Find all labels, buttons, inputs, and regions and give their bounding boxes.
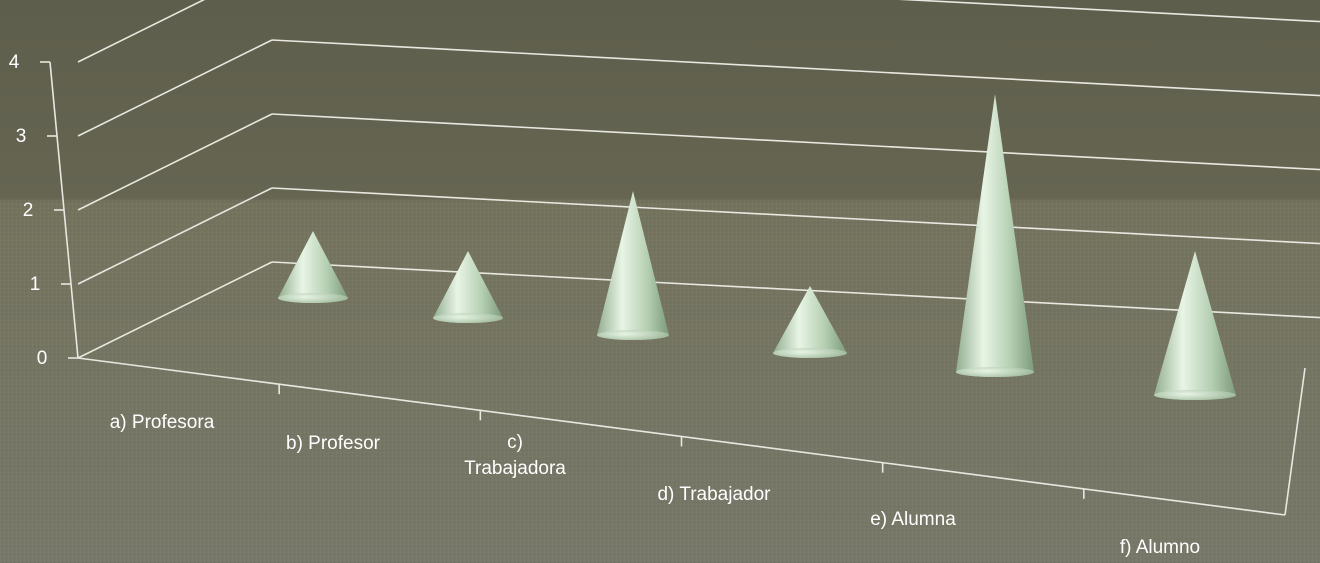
y-tick-label-4: 4 (9, 52, 20, 73)
label-layer: 0 1 2 3 4 a) Profesora b) Profesor c) Trabajador… (9, 52, 1200, 558)
gridline-left-2 (77, 113, 273, 211)
x-category-label-5: f) Alumno (1120, 537, 1200, 558)
y-tick-label-0: 0 (37, 348, 48, 369)
cone-body-3 (773, 286, 847, 358)
cone-body-2 (597, 191, 669, 340)
cone-base-3 (773, 348, 847, 358)
cone-0 (278, 231, 348, 303)
gridline-back-4 (898, 0, 1320, 23)
gridline-back-0 (271, 261, 1320, 319)
cone-body-1 (433, 251, 503, 323)
cone-body-0 (278, 231, 348, 303)
cone-4 (956, 94, 1034, 377)
gridline-back-2 (271, 113, 1320, 171)
gridline-back-3 (271, 39, 1320, 97)
y-tick-label-1: 1 (30, 274, 41, 295)
cone-base-1 (433, 313, 503, 323)
cone-base-0 (278, 293, 348, 303)
x-category-label-4: e) Alumna (870, 509, 956, 530)
cone-base-2 (597, 330, 669, 340)
gridline-left-4 (77, 0, 206, 63)
floor-right-edge (1284, 367, 1306, 516)
cone-base-4 (956, 367, 1034, 377)
y-tick-label-2: 2 (23, 200, 34, 221)
grid-layer (77, 0, 1320, 359)
gridline-left-3 (77, 39, 273, 137)
x-category-label-0: a) Profesora (110, 412, 215, 433)
cone-body-4 (956, 94, 1034, 377)
cone-2 (597, 191, 669, 340)
cone-1 (433, 251, 503, 323)
x-category-label-1: b) Profesor (286, 433, 381, 454)
cone-layer (278, 94, 1236, 400)
background-texture (0, 197, 1320, 563)
cone-base-5 (1154, 390, 1236, 400)
axis-layer (40, 61, 1306, 516)
x-category-label-3: d) Trabajador (657, 484, 771, 505)
y-tick-label-3: 3 (16, 126, 27, 147)
cone-3 (773, 286, 847, 358)
gridline-left-0 (77, 261, 273, 359)
gridline-back-1 (271, 187, 1320, 245)
cone-5 (1154, 251, 1236, 400)
cone-body-5 (1154, 251, 1236, 400)
x-category-label-2: c) Trabajadora (464, 432, 566, 479)
gridline-left-1 (77, 187, 273, 285)
